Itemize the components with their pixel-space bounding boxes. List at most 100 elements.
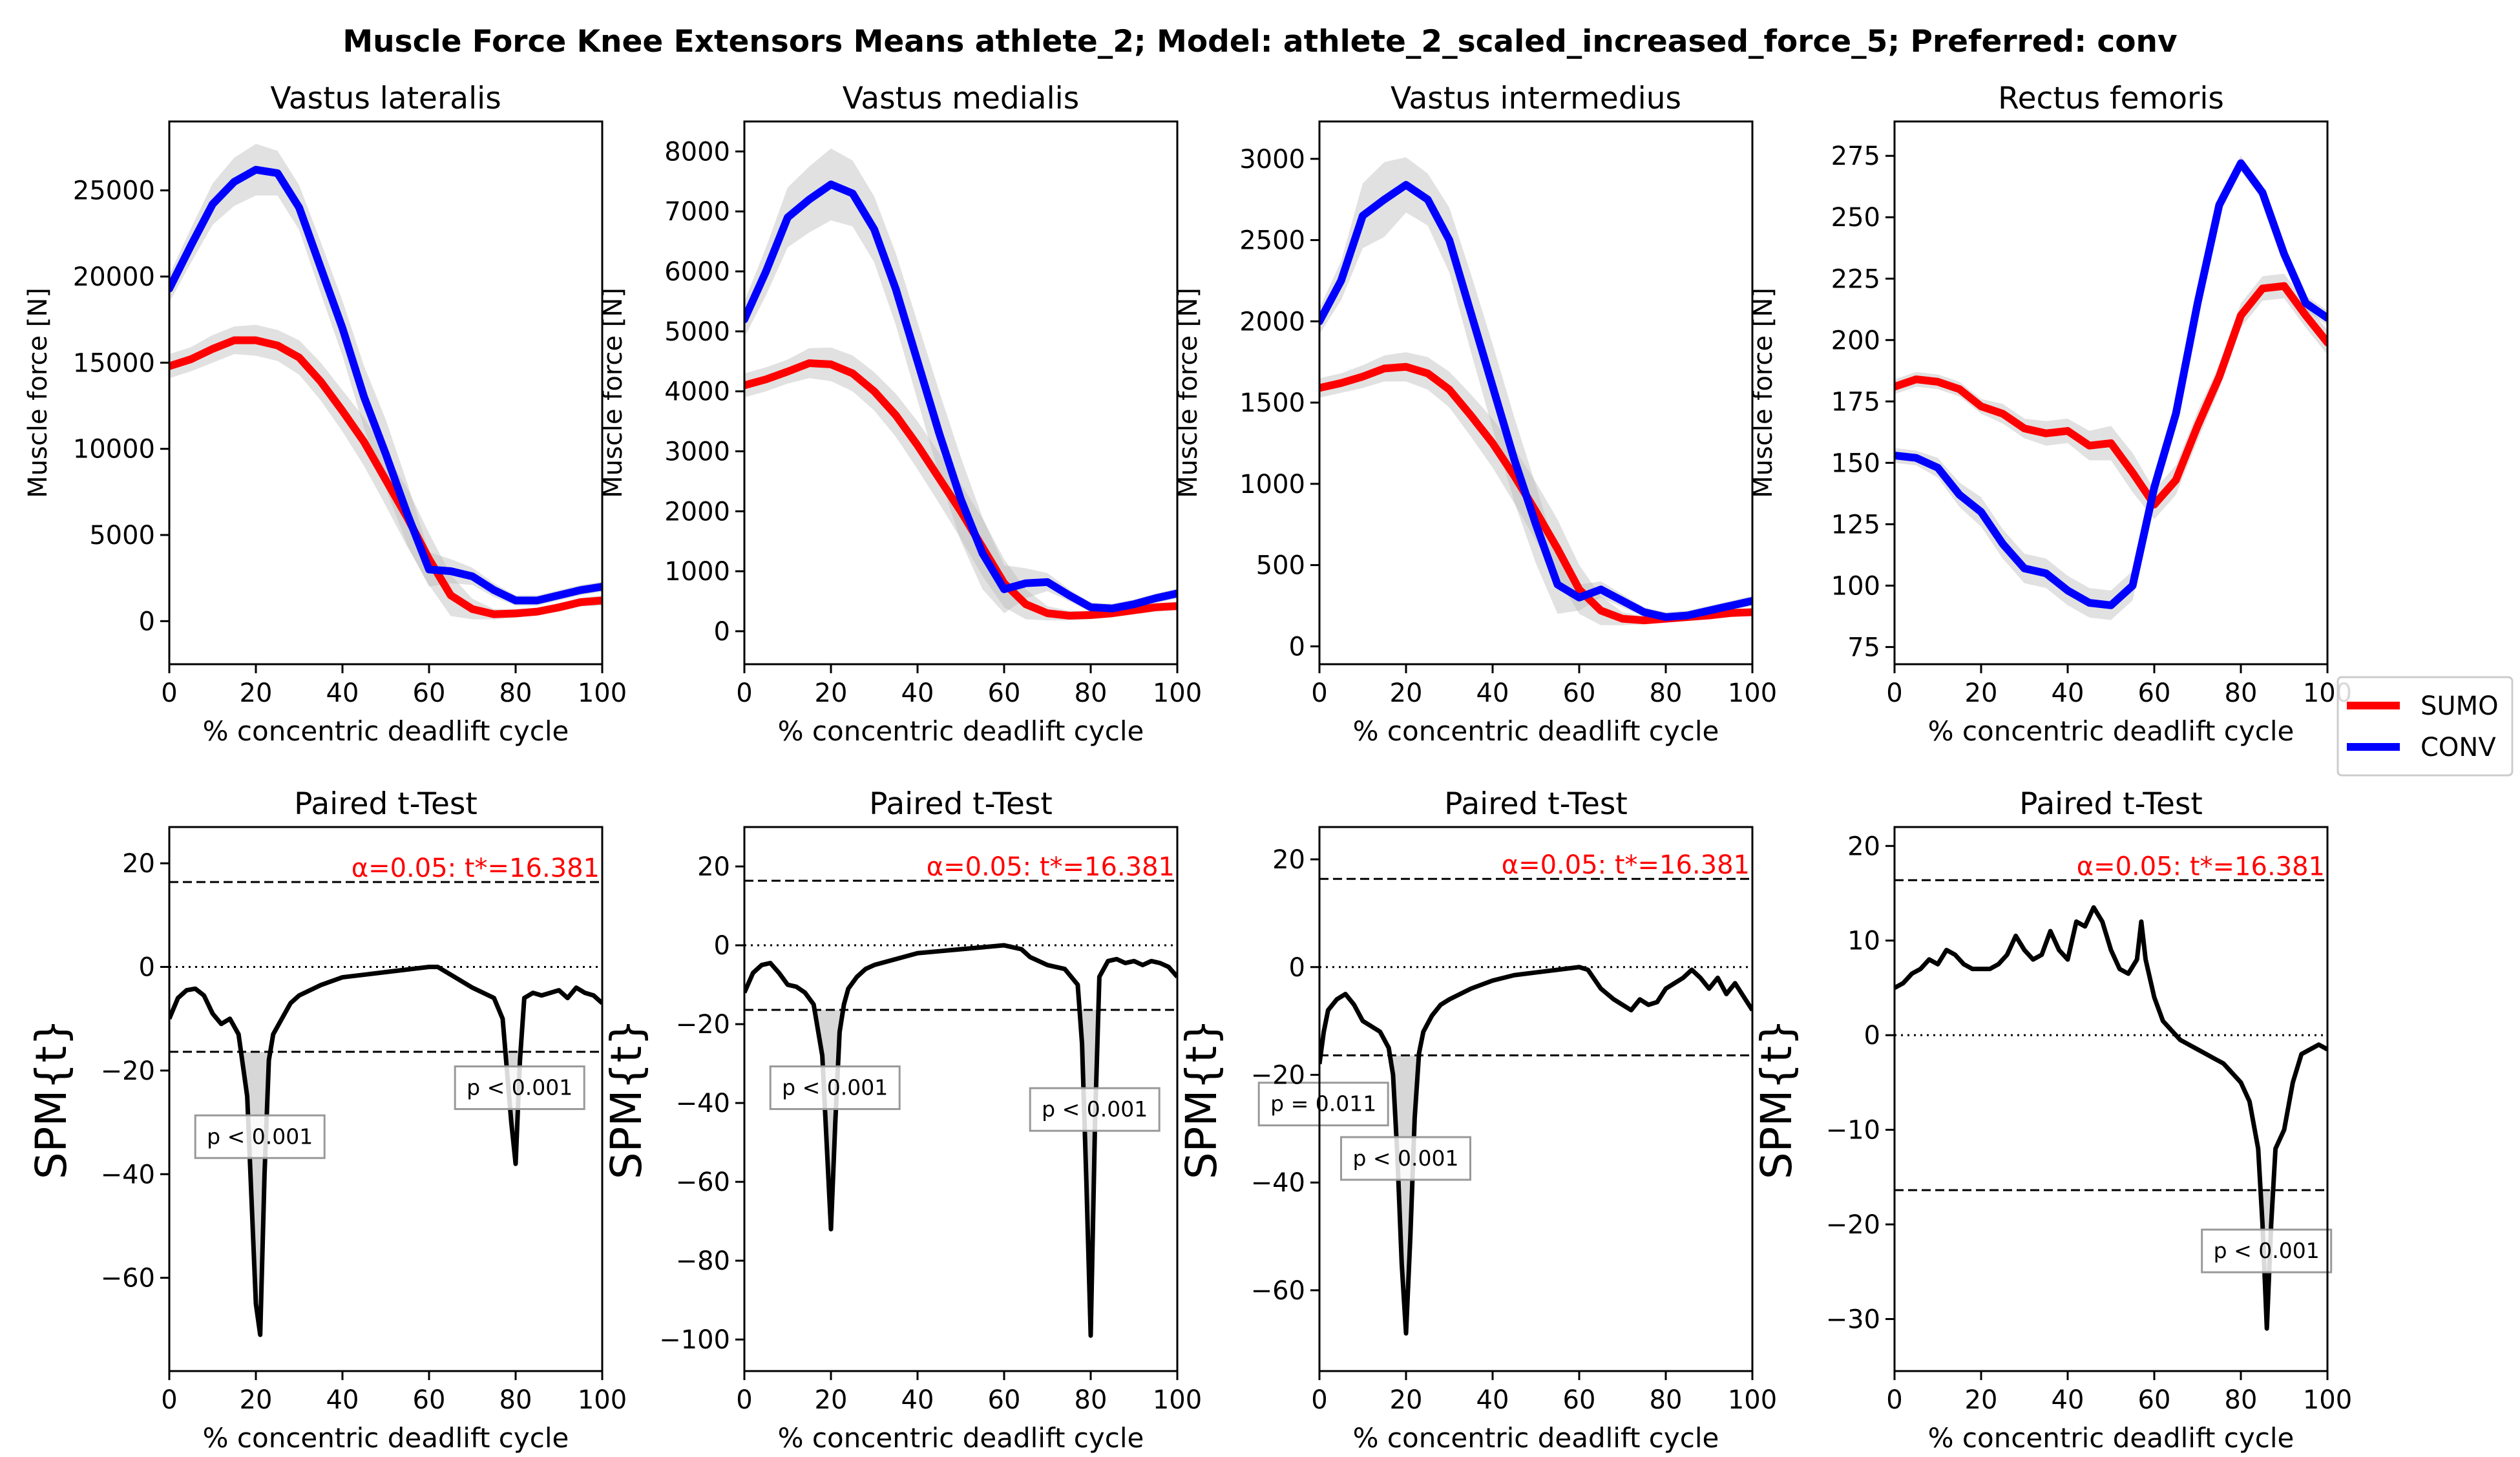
p-value-box <box>2201 1228 2333 1274</box>
y-tick-label: 100 <box>1831 571 1880 601</box>
x-tick-label: 80 <box>2225 678 2258 708</box>
series-line-conv <box>1319 181 1752 622</box>
panel-4: 0 20 40 60 80 10075100125150175200225250275Re… <box>1748 81 2352 747</box>
series-line-conv <box>1895 159 2327 609</box>
panel-5: α=0.05: t*=16.381 p < 0.001 p < 0.001 0 20 40… <box>26 786 627 1454</box>
y-tick-label: −60 <box>1251 1276 1305 1306</box>
panel-2: 0 20 40 60 80 1000100020003000400050006000700… <box>598 81 1202 747</box>
y-tick-label: 0 <box>139 607 155 636</box>
panels: 0 20 40 60 80 1000500010000150002000025000Vas… <box>23 81 2352 1454</box>
x-tick-label: 80 <box>1650 1385 1683 1415</box>
axes-frame <box>1318 826 1754 1372</box>
axes-frame <box>743 826 1179 1372</box>
x-tick-label: 40 <box>901 1385 934 1415</box>
y-tick-label: 1000 <box>1239 470 1305 499</box>
figure-title: Muscle Force Knee Extensors Means athlet… <box>342 24 2177 59</box>
x-axis-label: % concentric deadlift cycle <box>778 715 1144 747</box>
plot-area <box>744 148 1177 621</box>
x-tick-label: 0 <box>1886 1385 1902 1415</box>
x-tick-label: 60 <box>413 678 446 708</box>
x-tick-label: 40 <box>1476 678 1509 708</box>
y-tick-label: 20000 <box>73 262 155 292</box>
y-tick-label: 225 <box>1831 264 1880 294</box>
y-tick-label: −40 <box>101 1160 155 1190</box>
sd-band-sumo <box>1319 352 1752 625</box>
sd-band-conv <box>169 143 602 606</box>
x-tick-label: 0 <box>1886 678 1902 708</box>
panel-title: Paired t-Test <box>1444 786 1628 822</box>
x-tick-label: 40 <box>901 678 934 708</box>
p-value-label: p < 0.001 <box>467 1074 572 1100</box>
y-axis-label: Muscle force [N] <box>1173 288 1203 498</box>
panel-title: Vastus lateralis <box>270 81 501 116</box>
p-value-label: p < 0.001 <box>1042 1096 1148 1122</box>
y-tick-label: −20 <box>676 1010 730 1040</box>
panel-title: Paired t-Test <box>294 786 478 822</box>
y-tick-label: 4000 <box>664 377 730 407</box>
x-axis-label: % concentric deadlift cycle <box>1928 715 2294 747</box>
y-tick-label: −40 <box>676 1089 730 1118</box>
sd-band-conv <box>1319 157 1752 622</box>
plot-area <box>1319 877 1752 1336</box>
panel-1: 0 20 40 60 80 100 0 5000 10000 15000 20000 25000 Vas… <box>23 81 627 747</box>
y-tick-label: 1000 <box>664 557 730 587</box>
x-tick-label: 40 <box>326 1385 359 1415</box>
x-tick-label: 100 <box>578 678 627 708</box>
x-tick-label: 60 <box>413 1385 446 1415</box>
panel-7: α=0.05: t*=16.381 p = 0.011 p < 0.001 0 20 40… <box>1177 786 1777 1454</box>
x-tick-label: 20 <box>815 1385 848 1415</box>
y-tick-label: 0 <box>714 617 730 647</box>
x-tick-label: 40 <box>2052 1385 2084 1415</box>
series-line-conv <box>169 165 602 605</box>
series-line-sumo <box>744 359 1177 620</box>
y-tick-label: 2000 <box>1239 307 1305 337</box>
y-tick-label: 0 <box>1289 632 1305 662</box>
panel-title: Vastus intermedius <box>1391 81 1681 116</box>
panel-title: Paired t-Test <box>2019 786 2203 822</box>
x-tick-label: 20 <box>815 678 848 708</box>
y-tick-label: −60 <box>101 1264 155 1294</box>
y-tick-label: −20 <box>1826 1210 1880 1240</box>
panel-title: Rectus femoris <box>1998 81 2224 116</box>
p-value-label: p < 0.001 <box>207 1124 313 1149</box>
spm-curve <box>169 965 602 1337</box>
y-tick-label: 20 <box>697 852 730 882</box>
spm-curve <box>744 943 1177 1338</box>
y-tick-label: −100 <box>659 1325 730 1355</box>
y-tick-label: 75 <box>1847 633 1880 662</box>
y-tick-label: −20 <box>101 1056 155 1086</box>
x-tick-label: 20 <box>240 678 273 708</box>
x-tick-label: 40 <box>326 678 359 708</box>
alpha-threshold-label: α=0.05: t*=16.381 <box>1502 850 1750 880</box>
x-tick-label: 100 <box>1153 1385 1202 1415</box>
x-tick-label: 80 <box>1650 678 1683 708</box>
y-tick-label: −60 <box>676 1168 730 1197</box>
panel-title: Paired t-Test <box>869 786 1053 822</box>
p-value-box <box>194 1114 326 1159</box>
y-tick-label: −20 <box>1251 1060 1305 1090</box>
series-line-sumo <box>1895 282 2327 508</box>
x-axis-label: % concentric deadlift cycle <box>203 715 569 747</box>
y-tick-label: 0 <box>139 953 155 983</box>
p-value-box <box>769 1065 901 1110</box>
legend-label-conv: CONV <box>2420 733 2496 762</box>
x-axis-label: % concentric deadlift cycle <box>778 1422 1144 1454</box>
y-tick-label: 1500 <box>1239 388 1305 418</box>
x-tick-label: 60 <box>1563 678 1596 708</box>
y-tick-label: −40 <box>1251 1168 1305 1198</box>
x-axis-label: % concentric deadlift cycle <box>1928 1422 2294 1454</box>
x-tick-label: 60 <box>988 678 1021 708</box>
p-value-box <box>454 1065 585 1110</box>
y-tick-label: 7000 <box>664 197 730 227</box>
y-tick-label: 15000 <box>73 348 155 378</box>
y-tick-label: 2500 <box>1239 226 1305 256</box>
y-tick-label: 20 <box>122 849 155 879</box>
p-value-box <box>1257 1082 1389 1127</box>
x-tick-label: 40 <box>1476 1385 1509 1415</box>
x-tick-label: 0 <box>161 678 177 708</box>
spm-curve <box>1319 965 1752 1336</box>
x-tick-label: 80 <box>1075 1385 1108 1415</box>
